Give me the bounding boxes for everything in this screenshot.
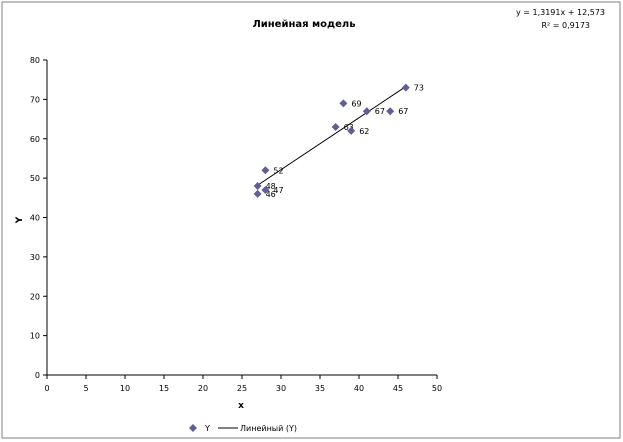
legend-label-trend: Линейный (Y) (240, 424, 297, 433)
x-axis-label: x (238, 401, 244, 411)
data-label: 52 (273, 166, 283, 175)
data-label: 67 (375, 107, 385, 116)
data-point (347, 126, 356, 135)
data-point (386, 107, 395, 116)
data-point (362, 107, 371, 116)
chart-title: Линейная модель (252, 19, 355, 30)
x-tick-label: 5 (83, 384, 88, 393)
y-tick-label: 0 (35, 371, 40, 380)
data-point (261, 185, 270, 194)
data-point (253, 182, 262, 190)
data-label: 63 (344, 123, 354, 132)
x-tick-label: 20 (198, 384, 208, 393)
data-label: 73 (414, 84, 424, 93)
y-tick-label: 50 (30, 174, 40, 183)
x-tick-label: 0 (44, 384, 49, 393)
y-tick-label: 40 (30, 214, 40, 223)
x-tick-label: 15 (159, 384, 169, 393)
x-tick-label: 50 (432, 384, 442, 393)
data-label: 47 (273, 186, 283, 195)
data-label: 62 (359, 127, 369, 136)
data-point (253, 189, 262, 198)
y-tick-label: 20 (30, 292, 40, 301)
legend-marker-y (189, 424, 197, 432)
legend: Y Линейный (Y) (189, 424, 297, 433)
data-point (339, 99, 348, 108)
data-point (331, 122, 340, 131)
data-point (261, 166, 270, 175)
data-label: 67 (398, 107, 408, 116)
y-axis-label: Y (15, 216, 25, 224)
x-tick-label: 35 (315, 384, 325, 393)
trendline-r2: R² = 0,9173 (541, 21, 590, 30)
x-tick-label: 30 (276, 384, 286, 393)
trendline (257, 86, 407, 186)
trendline-equation: y = 1,3191x + 12,573 (516, 8, 605, 17)
data-label: 46 (266, 190, 276, 199)
y-tick-label: 70 (30, 95, 40, 104)
data-label: 48 (266, 182, 276, 191)
x-tick-label: 10 (120, 384, 130, 393)
data-label: 69 (351, 99, 361, 108)
x-tick-label: 25 (237, 384, 247, 393)
x-tick-label: 40 (354, 384, 364, 393)
legend-label-y: Y (204, 424, 210, 433)
data-point (401, 83, 410, 92)
y-tick-label: 10 (30, 332, 40, 341)
x-tick-label: 45 (393, 384, 403, 393)
y-tick-label: 80 (30, 56, 40, 65)
y-tick-label: 60 (30, 135, 40, 144)
y-tick-label: 30 (30, 253, 40, 262)
